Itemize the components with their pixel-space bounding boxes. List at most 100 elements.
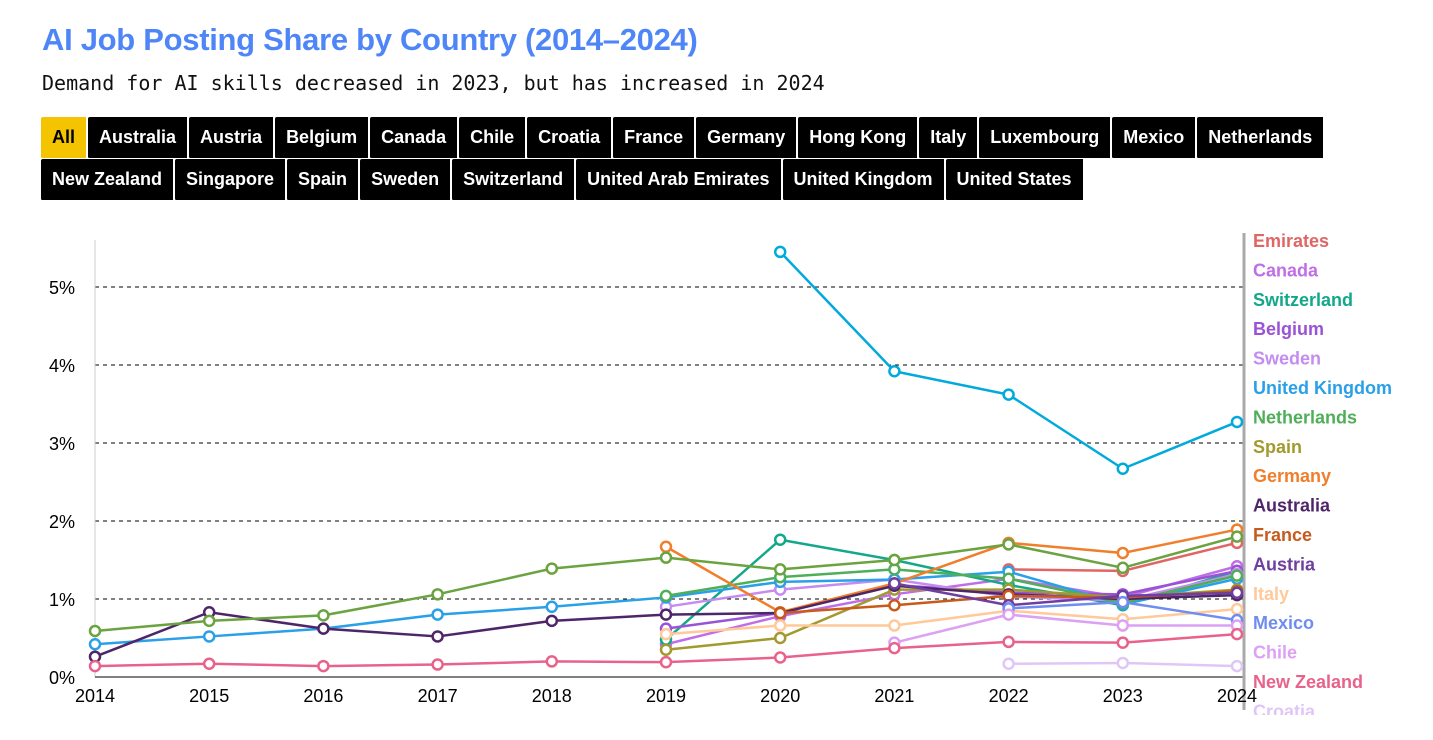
filter-chip-belgium[interactable]: Belgium xyxy=(275,117,371,159)
chart-title: AI Job Posting Share by Country (2014–20… xyxy=(42,22,698,57)
legend-label-switzerland: Switzerland xyxy=(1253,290,1353,310)
data-point-united-kingdom xyxy=(431,608,444,621)
series-line-germany xyxy=(665,528,1238,614)
data-point-france xyxy=(888,598,901,612)
data-point-new-zealand xyxy=(431,658,444,671)
filter-chip-croatia[interactable]: Croatia xyxy=(527,117,614,159)
data-point-austria xyxy=(1230,586,1244,600)
y-tick-label: 2% xyxy=(49,512,75,532)
line-chart: 0% 1% 2% 3% 4% 5% 2014 2015 2016 2017 2018 2019 2020… xyxy=(49,231,1392,715)
x-tick-label: 2015 xyxy=(189,686,229,706)
series-line-austria xyxy=(894,582,1238,607)
y-tick-label: 1% xyxy=(49,590,75,610)
legend-label-croatia: Croatia xyxy=(1253,701,1316,715)
filter-chip-new-zealand[interactable]: New Zealand xyxy=(41,159,176,201)
data-point-netherlands xyxy=(659,589,673,603)
data-point-united-kingdom xyxy=(88,637,102,651)
data-point-chile xyxy=(1002,608,1015,621)
data-point-new-zealand xyxy=(317,659,330,673)
data-point-luxembourg xyxy=(1116,561,1130,575)
filter-chip-luxembourg[interactable]: Luxembourg xyxy=(979,117,1113,159)
x-tick-label: 2014 xyxy=(75,686,115,706)
data-point-luxembourg xyxy=(888,553,901,567)
series-line-canada xyxy=(665,565,1238,646)
filter-chip-all[interactable]: All xyxy=(41,117,89,159)
data-point-austria xyxy=(888,577,901,590)
data-point-new-zealand xyxy=(659,655,673,669)
country-filter-bar: All Australia Austria Belgium Canada Chile Cro… xyxy=(41,117,1361,201)
legend-label-chile: Chile xyxy=(1253,643,1297,663)
filter-chip-united-arab-emirates[interactable]: United Arab Emirates xyxy=(576,159,783,201)
data-point-chile xyxy=(1116,619,1130,632)
data-point-singapore xyxy=(773,245,787,259)
data-point-croatia xyxy=(1230,659,1244,673)
legend-label-new-zealand: New Zealand xyxy=(1253,672,1363,692)
legend-label-france: France xyxy=(1253,525,1312,545)
filter-chip-germany[interactable]: Germany xyxy=(696,117,799,159)
data-point-singapore xyxy=(888,364,901,378)
y-tick-label: 5% xyxy=(49,278,75,298)
data-point-luxembourg xyxy=(1230,530,1244,543)
data-point-australia xyxy=(431,630,444,643)
data-point-new-zealand xyxy=(773,651,787,664)
filter-chip-singapore[interactable]: Singapore xyxy=(175,159,288,201)
filter-chip-united-states[interactable]: United States xyxy=(945,159,1085,201)
filter-chip-italy[interactable]: Italy xyxy=(919,117,980,159)
filter-chip-united-kingdom[interactable]: United Kingdom xyxy=(782,159,946,201)
filter-chip-austria[interactable]: Austria xyxy=(189,117,276,159)
data-point-mexico xyxy=(1116,595,1130,609)
legend-label-spain: Spain xyxy=(1253,437,1302,457)
x-tick-label: 2019 xyxy=(646,686,686,706)
data-point-luxembourg xyxy=(659,551,673,564)
filter-chip-france[interactable]: France xyxy=(613,117,697,159)
data-point-australia xyxy=(659,608,673,621)
data-point-croatia xyxy=(1116,656,1130,670)
data-point-singapore xyxy=(1116,462,1130,475)
legend-label-germany: Germany xyxy=(1253,466,1331,486)
filter-chip-hong-kong[interactable]: Hong Kong xyxy=(798,117,920,159)
filter-chip-spain[interactable]: Spain xyxy=(287,159,361,201)
legend-label-united-kingdom: United Kingdom xyxy=(1253,378,1392,398)
data-point-new-zealand xyxy=(1230,627,1244,641)
x-tick-label: 2023 xyxy=(1103,686,1143,706)
data-point-luxembourg xyxy=(202,614,216,628)
series-line-italy xyxy=(665,607,1238,636)
data-point-luxembourg xyxy=(773,563,787,576)
legend-label-mexico: Mexico xyxy=(1253,613,1314,633)
data-point-new-zealand xyxy=(202,657,216,670)
data-point-united-kingdom xyxy=(202,630,216,643)
data-point-united-kingdom xyxy=(545,600,559,614)
x-tick-label: 2024 xyxy=(1217,686,1257,706)
data-point-singapore xyxy=(1002,388,1015,401)
filter-chip-netherlands[interactable]: Netherlands xyxy=(1197,117,1326,159)
filter-chip-sweden[interactable]: Sweden xyxy=(360,159,453,201)
data-point-netherlands xyxy=(1230,569,1244,582)
y-tick-label: 3% xyxy=(49,434,75,454)
data-point-spain xyxy=(659,643,673,656)
legend-label-australia: Australia xyxy=(1253,496,1331,516)
data-point-germany xyxy=(1116,546,1130,560)
filter-chip-canada[interactable]: Canada xyxy=(370,117,460,159)
x-tick-label: 2018 xyxy=(532,686,572,706)
data-point-italy xyxy=(888,619,901,632)
data-point-italy xyxy=(773,619,787,632)
data-point-luxembourg xyxy=(317,609,330,622)
series-line-singapore xyxy=(779,251,1238,470)
data-point-luxembourg xyxy=(545,562,559,575)
legend-label-austria: Austria xyxy=(1253,554,1316,574)
filter-chip-australia[interactable]: Australia xyxy=(88,117,190,159)
filter-chip-switzerland[interactable]: Switzerland xyxy=(452,159,577,201)
data-point-luxembourg xyxy=(431,588,444,601)
filter-chip-chile[interactable]: Chile xyxy=(459,117,528,159)
data-point-australia xyxy=(545,614,559,628)
x-tick-label: 2022 xyxy=(989,686,1029,706)
data-point-new-zealand xyxy=(545,655,559,668)
data-point-new-zealand xyxy=(1116,636,1130,649)
legend-label-netherlands: Netherlands xyxy=(1253,407,1357,427)
x-tick-label: 2020 xyxy=(760,686,800,706)
data-point-new-zealand xyxy=(1002,635,1015,649)
chart-subtitle: Demand for AI skills decreased in 2023, … xyxy=(42,71,825,95)
series-line-chile xyxy=(894,613,1237,644)
legend-label-italy: Italy xyxy=(1253,584,1289,604)
filter-chip-mexico[interactable]: Mexico xyxy=(1112,117,1198,159)
